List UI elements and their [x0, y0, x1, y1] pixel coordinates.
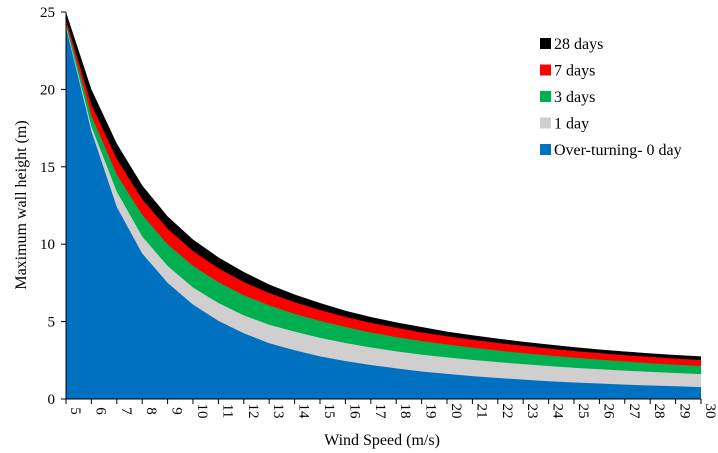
y-tick-label: 25 — [40, 5, 55, 21]
legend-swatch — [540, 144, 551, 155]
x-tick-label: 28 — [651, 404, 667, 419]
legend: 28 days 7 days 3 days 1 day Over-turning- 0 … — [540, 36, 682, 159]
x-tick-label: 21 — [473, 404, 489, 419]
y-tick-label: 10 — [40, 237, 55, 253]
x-tick-label: 23 — [524, 404, 540, 419]
x-tick-label: 15 — [321, 404, 337, 419]
y-tick-label: 15 — [40, 160, 55, 176]
y-tick-label: 5 — [48, 315, 56, 331]
x-tick-label: 27 — [626, 404, 642, 420]
x-tick-label: 6 — [92, 407, 108, 415]
x-tick-label: 5 — [67, 407, 83, 415]
x-tick-label: 17 — [372, 404, 388, 420]
x-tick-label: 10 — [194, 404, 210, 419]
legend-label: 28 days — [554, 36, 603, 53]
x-tick-label: 13 — [270, 404, 286, 419]
x-tick-label: 7 — [118, 407, 134, 415]
x-tick-label: 30 — [702, 404, 718, 419]
x-tick-label: 16 — [346, 404, 362, 420]
y-axis-label: Maximum wall height (m) — [13, 120, 30, 289]
series-areas — [66, 12, 701, 400]
legend-label: 7 days — [554, 63, 595, 80]
x-tick-label: 24 — [550, 404, 566, 420]
x-tick-label: 19 — [423, 404, 439, 419]
area-series-3 — [66, 22, 701, 400]
x-tick-label: 29 — [677, 404, 693, 419]
x-tick-label: 8 — [143, 407, 159, 415]
x-tick-label: 12 — [245, 404, 261, 419]
legend-label: Over-turning- 0 day — [554, 142, 682, 159]
legend-label: 3 days — [554, 89, 595, 106]
y-tick-label: 20 — [40, 82, 55, 98]
x-tick-label: 11 — [219, 404, 235, 418]
x-tick-label: 22 — [499, 404, 515, 419]
legend-swatch — [540, 64, 551, 76]
x-tick-label: 20 — [448, 404, 464, 419]
x-tick-label: 26 — [600, 404, 616, 420]
legend-swatch — [540, 91, 551, 102]
area-series-5 — [66, 27, 701, 399]
x-tick-label: 9 — [169, 407, 185, 415]
x-tick-label: 25 — [575, 404, 591, 419]
x-tick-label: 18 — [397, 404, 413, 419]
legend-swatch — [540, 38, 551, 49]
tick-labels: 0 5 10 15 20 25 5 6 7 8 9 10 11 12 13 14 15 16 17 18 19 20 21 2… — [40, 5, 718, 419]
legend-swatch — [540, 117, 551, 129]
x-axis-label: Wind Speed (m/s) — [324, 432, 440, 449]
axes — [61, 11, 702, 404]
y-tick-label: 0 — [48, 392, 56, 408]
legend-label: 1 day — [554, 116, 589, 133]
x-tick-label: 14 — [296, 404, 312, 420]
